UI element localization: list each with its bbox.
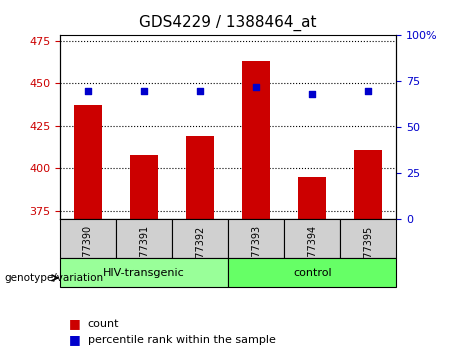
Point [365,88,372,93]
FancyBboxPatch shape [228,258,396,287]
Text: HIV-transgenic: HIV-transgenic [103,268,185,278]
Point [196,88,204,93]
Point [309,91,316,97]
Text: control: control [293,268,331,278]
FancyBboxPatch shape [228,219,284,258]
FancyBboxPatch shape [60,258,228,287]
Text: ■: ■ [69,318,81,330]
Point [253,84,260,90]
FancyBboxPatch shape [116,219,172,258]
FancyBboxPatch shape [60,219,116,258]
Bar [355,150,383,219]
Title: GDS4229 / 1388464_at: GDS4229 / 1388464_at [139,15,317,31]
Text: GSM677393: GSM677393 [251,225,261,285]
Bar [186,136,214,219]
Text: ■: ■ [69,333,81,346]
FancyBboxPatch shape [340,219,396,258]
Point [84,88,92,93]
Text: genotype/variation: genotype/variation [5,273,104,283]
Bar [74,105,102,219]
FancyBboxPatch shape [172,219,228,258]
Text: GSM677394: GSM677394 [307,225,317,285]
Text: percentile rank within the sample: percentile rank within the sample [88,335,276,345]
Point [140,88,148,93]
Text: GSM677395: GSM677395 [363,225,373,285]
FancyBboxPatch shape [284,219,340,258]
Bar [130,155,158,219]
Text: GSM677391: GSM677391 [139,225,149,285]
Text: GSM677392: GSM677392 [195,225,205,285]
Bar [242,61,270,219]
Text: count: count [88,319,119,329]
Text: GSM677390: GSM677390 [83,225,93,285]
Bar [298,177,326,219]
